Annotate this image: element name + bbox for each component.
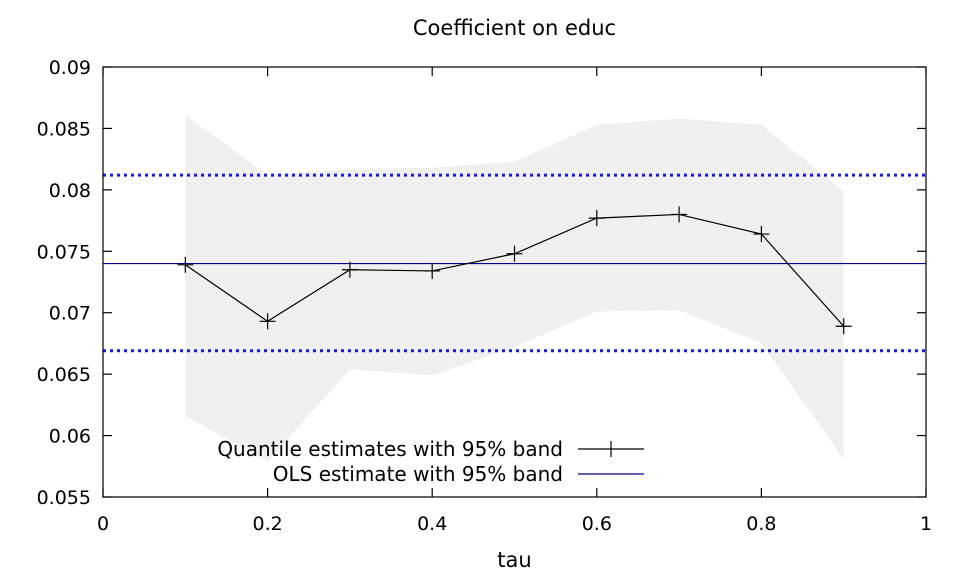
x-tick-label: 0.6	[582, 513, 612, 535]
quantile-point	[588, 210, 605, 227]
y-tick-label: 0.07	[49, 303, 91, 325]
quantile-point	[835, 318, 852, 335]
quantile-point	[506, 245, 523, 262]
quantile-point	[671, 206, 688, 223]
ols-lines-layer	[103, 173, 926, 353]
axes-layer: 0.055 0.06 0.065 0.07 0.075 0.08 0.085 0.09 0 0.2…	[37, 57, 932, 535]
x-axis-title: tau	[497, 548, 531, 572]
y-tick-label: 0.075	[37, 241, 91, 263]
y-tick-label: 0.09	[49, 57, 91, 79]
legend: Quantile estimates with 95% band OLS est…	[217, 437, 644, 486]
quantile-point	[341, 261, 358, 278]
y-tick-label: 0.085	[37, 118, 91, 140]
x-tick-label: 0	[97, 513, 109, 535]
y-tick-label: 0.065	[37, 364, 91, 386]
x-tick-label: 0.4	[417, 513, 447, 535]
quantile-point	[424, 262, 441, 279]
quantile-point	[753, 226, 770, 243]
quantile-point	[177, 256, 194, 273]
x-tick-label: 0.8	[746, 513, 776, 535]
y-tick-label: 0.055	[37, 487, 91, 509]
quantile-band	[185, 114, 844, 462]
plot-frame	[102, 66, 927, 498]
quantile-point	[259, 313, 276, 330]
y-tick-label: 0.08	[49, 180, 91, 202]
legend-label-quantile: Quantile estimates with 95% band	[217, 437, 563, 461]
chart-title: Coefficient on educ	[413, 16, 616, 40]
quantile-confidence-band-layer	[185, 114, 844, 462]
legend-label-ols: OLS estimate with 95% band	[273, 462, 563, 486]
x-tick-label: 0.2	[252, 513, 282, 535]
quantile-series-layer	[177, 206, 852, 335]
x-tick-label: 1	[920, 513, 932, 535]
y-tick-label: 0.06	[49, 426, 91, 448]
